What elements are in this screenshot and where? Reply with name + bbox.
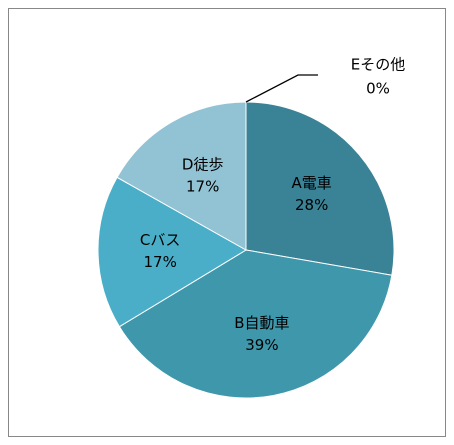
- pie-slice: [116, 101, 247, 251]
- slice-label: Eその他: [351, 56, 405, 74]
- slice-value-label: 17%: [186, 177, 219, 195]
- pie-slice: [97, 176, 247, 328]
- slice-label: A電車: [292, 174, 332, 192]
- pie-slice: [118, 249, 393, 399]
- slice-value-label: 39%: [245, 336, 278, 354]
- leader-line: [245, 74, 318, 103]
- slice-label: B自動車: [234, 314, 289, 332]
- slice-value-label: 0%: [366, 80, 390, 98]
- slice-label: D徒歩: [182, 155, 224, 173]
- slice-label: Cバス: [140, 231, 180, 249]
- pie-slice: [245, 101, 395, 276]
- slice-value-label: 17%: [143, 253, 176, 271]
- slice-value-label: 28%: [295, 196, 328, 214]
